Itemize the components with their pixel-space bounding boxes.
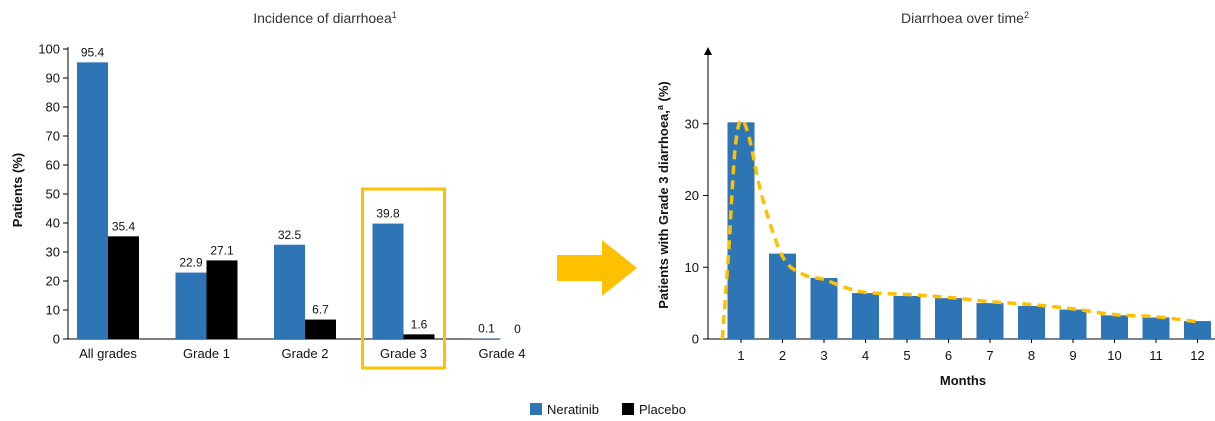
left-bar-placebo: [207, 260, 238, 339]
left-bar-placebo: [404, 334, 435, 339]
left-bar-neratinib: [373, 224, 404, 339]
left-data-label-neratinib: 32.5: [278, 228, 302, 242]
left-y-tick-label: 20: [46, 274, 60, 289]
left-data-label-placebo: 35.4: [112, 219, 136, 233]
left-data-label-neratinib: 95.4: [81, 45, 105, 59]
right-x-tick-label: 10: [1107, 348, 1121, 363]
right-y-axis-label: Patients with Grade 3 diarrhoea,a (%): [655, 81, 671, 309]
right-x-tick-label: 12: [1190, 348, 1204, 363]
left-chart: 0 10 20 30 40 50 60 70 80 90 100 All grades 95.4 35.4…: [38, 42, 525, 369]
left-y-tick-label: 50: [46, 187, 60, 202]
left-data-label-neratinib: 22.9: [179, 256, 203, 270]
left-y-tick-label: 0: [53, 332, 60, 347]
right-x-tick-label: 7: [986, 348, 993, 363]
right-x-tick-label: 2: [779, 348, 786, 363]
right-bar-month: [935, 298, 962, 339]
right-y-tick-label: 20: [685, 188, 699, 203]
left-bar-neratinib: [176, 273, 207, 339]
left-y-tick-label: 90: [46, 71, 60, 86]
right-x-tick-label: 6: [945, 348, 952, 363]
legend: Neratinib Placebo: [530, 402, 686, 416]
right-x-tick-label: 8: [1028, 348, 1035, 363]
left-y-tick-label: 100: [38, 42, 60, 57]
right-x-tick-label: 9: [1069, 348, 1076, 363]
left-y-tick-label: 80: [46, 100, 60, 115]
right-x-tick-label: 11: [1149, 348, 1163, 363]
left-x-tick-label: Grade 1: [183, 346, 230, 361]
left-x-tick-label: All grades: [79, 346, 137, 361]
legend-swatch-neratinib: [530, 403, 542, 415]
right-chart-title: Diarrhoea over time2: [901, 10, 1029, 26]
left-data-label-neratinib: 39.8: [376, 207, 400, 221]
transition-arrow-icon: [557, 240, 637, 296]
left-y-tick-label: 60: [46, 158, 60, 173]
right-y-tick-label: 30: [685, 116, 699, 131]
left-bar-neratinib: [77, 62, 108, 339]
right-y-axis-arrow-icon: [704, 47, 712, 55]
right-bar-month: [1060, 310, 1087, 339]
left-x-tick-label: Grade 4: [479, 346, 526, 361]
left-chart-title: Incidence of diarrhoea1: [253, 10, 397, 26]
legend-label-placebo: Placebo: [639, 402, 686, 416]
right-bar-month: [1101, 315, 1128, 339]
right-bar-month: [1018, 306, 1045, 339]
right-x-tick-label: 5: [903, 348, 910, 363]
left-data-label-neratinib: 0.1: [478, 322, 495, 336]
right-y-tick-label: 10: [685, 260, 699, 275]
legend-swatch-placebo: [622, 403, 634, 415]
left-data-label-placebo: 27.1: [210, 243, 234, 257]
left-data-label-placebo: 6.7: [312, 303, 329, 317]
right-x-tick-label: 1: [737, 348, 744, 363]
left-y-tick-label: 10: [46, 303, 60, 318]
left-x-tick-label: Grade 3: [380, 346, 427, 361]
left-bar-placebo: [108, 236, 139, 339]
left-data-label-placebo: 1.6: [411, 317, 428, 331]
left-y-tick-label: 70: [46, 129, 60, 144]
left-bar-neratinib: [274, 245, 305, 339]
left-y-tick-label: 30: [46, 245, 60, 260]
right-x-tick-label: 3: [820, 348, 827, 363]
left-y-axis-label: Patients (%): [10, 153, 25, 227]
right-y-tick-label: 0: [692, 332, 699, 347]
legend-label-neratinib: Neratinib: [547, 402, 599, 416]
left-y-tick-label: 40: [46, 216, 60, 231]
left-x-tick-label: Grade 2: [282, 346, 329, 361]
right-x-tick-label: 4: [862, 348, 869, 363]
right-bar-month: [977, 303, 1004, 339]
left-bar-placebo: [305, 320, 336, 339]
right-bar-month: [1143, 317, 1170, 339]
right-bar-month: [852, 293, 879, 339]
left-data-label-placebo: 0: [514, 322, 521, 336]
right-x-axis-label: Months: [940, 373, 986, 388]
right-bar-month: [1184, 321, 1211, 339]
right-bar-month: [894, 296, 921, 339]
right-bar-month: [811, 278, 838, 339]
